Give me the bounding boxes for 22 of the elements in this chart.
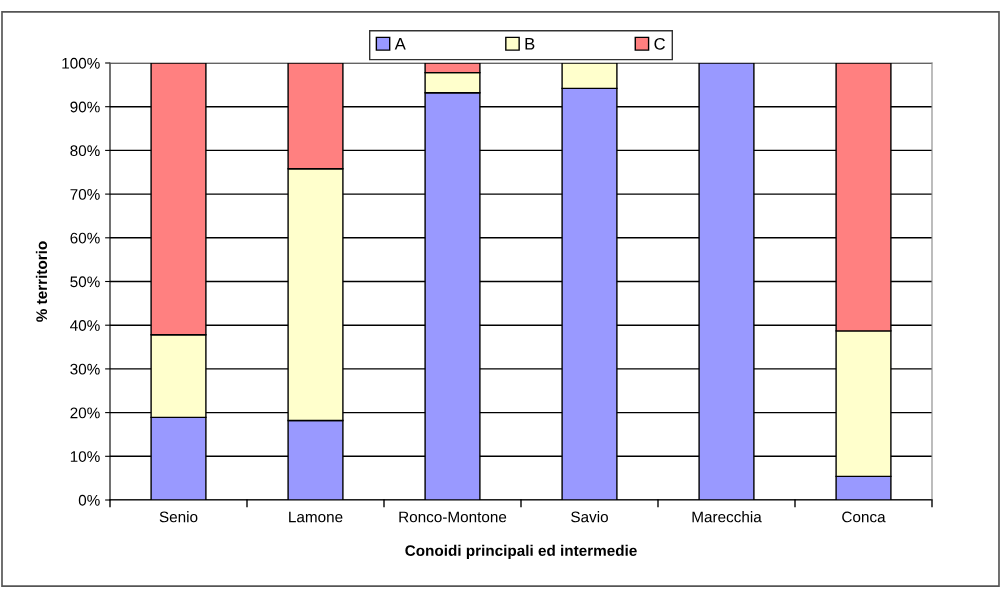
x-tick-label: Lamone bbox=[289, 511, 343, 523]
y-tick-label: 80% bbox=[70, 145, 100, 157]
y-tick-label: 60% bbox=[70, 232, 100, 244]
y-tick-label: 100% bbox=[62, 57, 100, 69]
x-tick-label: Senio bbox=[159, 511, 198, 523]
legend-label: A bbox=[394, 38, 406, 50]
y-tick-label: 40% bbox=[70, 320, 100, 331]
x-axis-title: Conoidi principali ed intermedie bbox=[405, 544, 637, 560]
y-tick-label: 70% bbox=[70, 188, 100, 200]
y-tick-label: 20% bbox=[70, 407, 100, 419]
y-tick-label: 90% bbox=[70, 101, 100, 113]
y-tick-label: 10% bbox=[70, 451, 100, 462]
y-tick-label: 30% bbox=[70, 363, 100, 375]
y-tick-label: 50% bbox=[70, 276, 100, 288]
x-tick-label: Marecchia bbox=[692, 511, 762, 523]
x-tick-label: Conca bbox=[842, 511, 886, 523]
x-tick-label: Savio bbox=[571, 511, 608, 523]
legend-label: C bbox=[654, 37, 665, 50]
y-axis-title: % territorio bbox=[35, 241, 48, 322]
y-tick-label: 0% bbox=[78, 494, 100, 506]
x-tick-label: Ronco-Montone bbox=[399, 511, 507, 523]
legend-label: B bbox=[525, 38, 535, 50]
